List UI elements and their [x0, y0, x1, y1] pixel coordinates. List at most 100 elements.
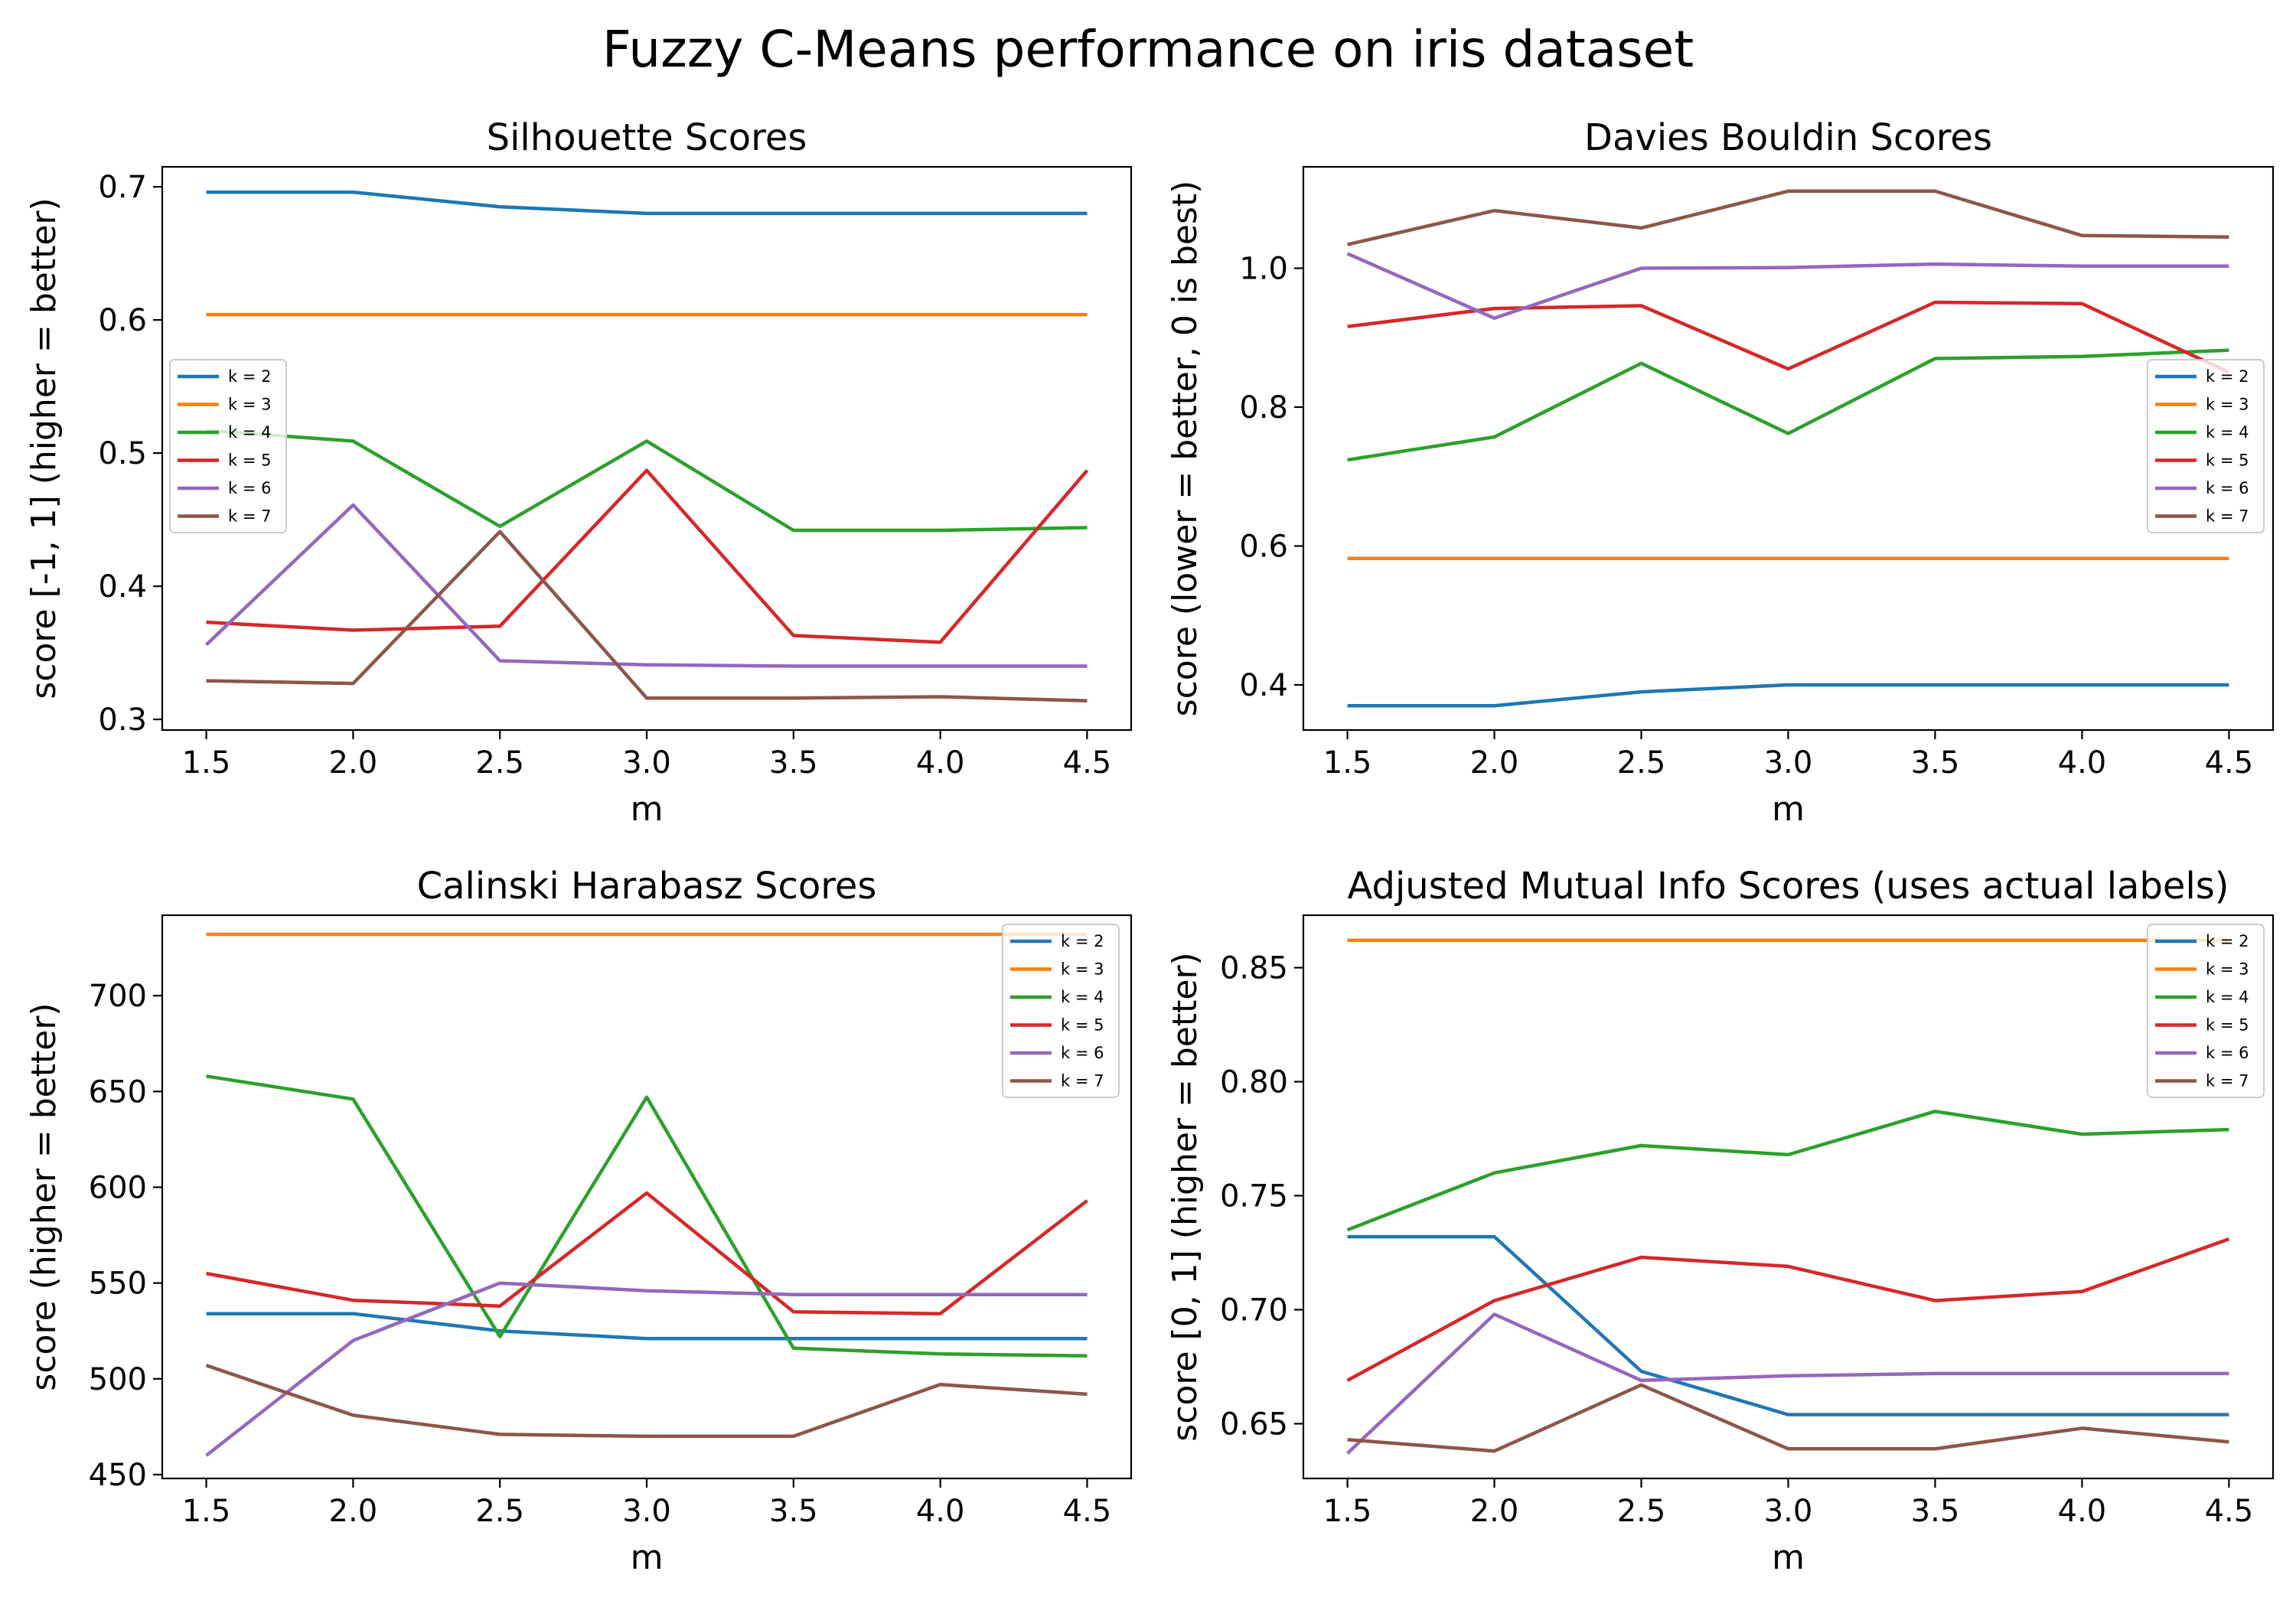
x-tick-label: 4.5: [2205, 745, 2254, 781]
series-line-k4: [1347, 348, 2229, 462]
legend-label: k = 3: [2206, 396, 2249, 414]
x-tick-label: 4.0: [2058, 745, 2107, 781]
series-line-k4: [1346, 1110, 2229, 1232]
series-line-k5: [1346, 1237, 2230, 1382]
legend-label: k = 5: [228, 451, 271, 470]
y-tick-label: 600: [89, 1170, 147, 1205]
legend-label: k = 7: [2206, 507, 2249, 526]
x-tick-label: 2.5: [1617, 745, 1666, 781]
subplot-2: Davies Bouldin Scores 1.5 2.0 2.5 3.0 3.5 4.0 4…: [1166, 116, 2275, 829]
x-tick-label: 4.5: [2205, 1494, 2254, 1529]
x-tick-label: 3.0: [1764, 745, 1813, 781]
series-line-k7: [1347, 1383, 2229, 1453]
x-tick-label: 3.0: [622, 745, 671, 781]
series-line-k7: [206, 530, 1088, 702]
series-line-k4: [206, 429, 1088, 533]
series-line-k6: [1346, 1312, 2229, 1455]
y-tick-label: 1.0: [1239, 251, 1288, 286]
x-tick-label: 3.5: [769, 1494, 818, 1529]
y-tick-label: 0.75: [1220, 1179, 1288, 1214]
y-tick-label: 0.7: [98, 170, 147, 205]
series-line-k4: [206, 1074, 1088, 1358]
series-line-k5: [206, 468, 1089, 644]
x-tick-label: 4.0: [2058, 1494, 2107, 1529]
legend-label: k = 2: [1061, 932, 1104, 950]
y-tick-label: 0.85: [1220, 951, 1288, 986]
y-tick-label: 0.4: [1239, 668, 1288, 703]
x-tick-label: 2.0: [329, 745, 378, 781]
subplot-1: Silhouette Scores 1.5 2.0 2.5 3.0 3.5 4.0 4.5 0.…: [24, 116, 1133, 829]
y-axis-label: score (lower = better, 0 is best): [1166, 181, 1205, 717]
subplot-title: Silhouette Scores: [487, 116, 807, 159]
legend: k = 2 k = 3 k = 4 k = 5 k = 6 k = 7: [169, 359, 287, 533]
y-tick-label: 700: [89, 979, 147, 1014]
x-tick-label: 2.0: [1470, 1494, 1519, 1529]
legend-label: k = 2: [2206, 932, 2249, 950]
y-tick-label: 0.5: [98, 436, 147, 471]
y-tick-label: 0.80: [1220, 1065, 1288, 1100]
series-line-k2: [1347, 683, 2229, 708]
y-tick-label: 550: [89, 1266, 147, 1302]
legend-label: k = 7: [2206, 1072, 2249, 1090]
series-line-k5: [206, 1191, 1088, 1315]
subplot-3: Calinski Harabasz Scores 1.5 2.0 2.5 3.0 3.5 4…: [24, 865, 1133, 1577]
y-tick-label: 0.6: [1239, 530, 1288, 565]
x-tick-label: 2.5: [475, 1494, 524, 1529]
y-tick-label: 0.3: [98, 702, 147, 738]
legend-label: k = 6: [228, 479, 271, 497]
legend: k = 2 k = 3 k = 4 k = 5 k = 6 k = 7: [2147, 924, 2265, 1098]
subplot-grid: Silhouette Scores 1.5 2.0 2.5 3.0 3.5 4.0 4.5 0.…: [24, 116, 2275, 1577]
legend: k = 2 k = 3 k = 4 k = 5 k = 6 k = 7: [2147, 359, 2265, 533]
x-axis-label: m: [631, 790, 664, 829]
legend-label: k = 4: [2206, 988, 2249, 1006]
legend-label: k = 5: [2206, 1016, 2249, 1035]
series-line-k2: [206, 190, 1088, 216]
legend-label: k = 5: [1061, 1016, 1104, 1035]
x-tick-label: 1.5: [1323, 745, 1372, 781]
legend: k = 2 k = 3 k = 4 k = 5 k = 6 k = 7: [1002, 924, 1120, 1098]
y-tick-label: 0.4: [98, 569, 147, 605]
y-axis-label: score [-1, 1] (higher = better): [24, 197, 64, 699]
legend-label: k = 3: [228, 396, 271, 414]
legend-label: k = 4: [1061, 988, 1104, 1006]
series-line-k2: [206, 1312, 1088, 1341]
x-tick-label: 3.5: [769, 745, 818, 781]
x-tick-label: 1.5: [182, 1494, 231, 1529]
x-tick-label: 2.0: [329, 1494, 378, 1529]
x-tick-label: 3.5: [1911, 745, 1960, 781]
legend-label: k = 4: [2206, 423, 2249, 442]
series-line-k6: [1346, 252, 2229, 321]
legend-label: k = 7: [228, 507, 271, 526]
legend-label: k = 4: [228, 423, 271, 442]
series-line-k5: [1347, 300, 2230, 374]
legend-label: k = 7: [1061, 1072, 1104, 1090]
x-tick-label: 2.5: [1617, 1494, 1666, 1529]
x-tick-label: 3.5: [1911, 1494, 1960, 1529]
x-axis-label: m: [631, 1538, 664, 1577]
y-tick-label: 450: [89, 1458, 147, 1493]
series-line-k6: [205, 1281, 1088, 1457]
x-tick-label: 4.5: [1063, 745, 1112, 781]
x-tick-label: 2.0: [1470, 745, 1519, 781]
y-axis-label: score [0, 1] (higher = better): [1166, 952, 1205, 1441]
y-axis-label: score (higher = better): [24, 1002, 64, 1390]
subplot-4: Adjusted Mutual Info Scores (uses actual…: [1166, 865, 2275, 1577]
y-tick-label: 0.65: [1220, 1407, 1288, 1442]
subplot-title: Adjusted Mutual Info Scores (uses actual…: [1347, 865, 2229, 908]
x-tick-label: 3.0: [622, 1494, 671, 1529]
x-axis-label: m: [1772, 1538, 1805, 1577]
x-tick-label: 3.0: [1764, 1494, 1813, 1529]
legend-label: k = 6: [2206, 479, 2249, 497]
legend-label: k = 2: [2206, 367, 2249, 386]
x-tick-label: 1.5: [182, 745, 231, 781]
series-line-k2: [1347, 1234, 2229, 1416]
x-axis-label: m: [1772, 790, 1805, 829]
y-tick-label: 0.6: [98, 303, 147, 338]
x-tick-label: 2.5: [475, 745, 524, 781]
y-tick-label: 0.70: [1220, 1292, 1288, 1328]
series-line-k7: [1347, 189, 2229, 246]
series-line-k6: [204, 503, 1088, 668]
figure-title: Fuzzy C-Means performance on iris datase…: [602, 20, 1694, 79]
legend-label: k = 3: [1061, 960, 1104, 979]
